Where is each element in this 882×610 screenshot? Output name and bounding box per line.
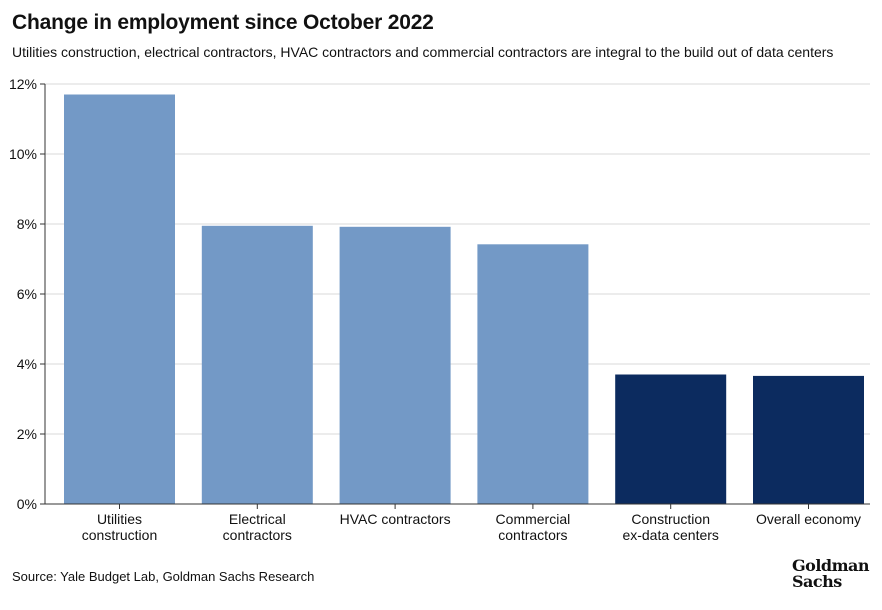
y-tick-label: 12% bbox=[9, 76, 37, 92]
bar bbox=[64, 94, 175, 504]
x-tick-label: Utilities construction bbox=[82, 511, 157, 543]
logo-line-2: Sachs bbox=[792, 572, 842, 591]
x-tick-label: Overall economy bbox=[756, 511, 861, 527]
x-tick-label: Electrical contractors bbox=[223, 511, 292, 543]
y-tick-label: 2% bbox=[17, 426, 37, 442]
y-tick-label: 4% bbox=[17, 356, 37, 372]
axes bbox=[40, 83, 870, 509]
x-axis-tick-labels: Utilities construction Electrical contracto… bbox=[82, 511, 861, 543]
bar bbox=[201, 225, 313, 505]
bars bbox=[64, 94, 864, 505]
x-tick-label: Construction ex-data centers bbox=[622, 511, 719, 543]
bar bbox=[615, 374, 727, 504]
bar bbox=[339, 226, 451, 505]
y-tick-label: 6% bbox=[17, 286, 37, 302]
x-tick-label: Commercial contractors bbox=[496, 511, 571, 543]
bar bbox=[753, 375, 864, 504]
chart-subtitle: Utilities construction, electrical contr… bbox=[12, 44, 834, 60]
grid-lines bbox=[45, 83, 870, 435]
chart-title: Change in employment since October 2022 bbox=[12, 11, 434, 34]
y-tick-label: 8% bbox=[17, 216, 37, 232]
y-axis-tick-labels: 0% 2% 4% 6% 8% 10% 12% bbox=[9, 76, 37, 512]
source-note: Source: Yale Budget Lab, Goldman Sachs R… bbox=[12, 569, 315, 584]
logo-line-1: Goldman bbox=[792, 556, 870, 575]
bar bbox=[477, 244, 589, 505]
y-tick-label: 10% bbox=[9, 146, 37, 162]
y-tick-label: 0% bbox=[17, 496, 37, 512]
goldman-sachs-logo: Goldman Sachs bbox=[792, 558, 872, 590]
x-tick-label: HVAC contractors bbox=[340, 511, 451, 527]
